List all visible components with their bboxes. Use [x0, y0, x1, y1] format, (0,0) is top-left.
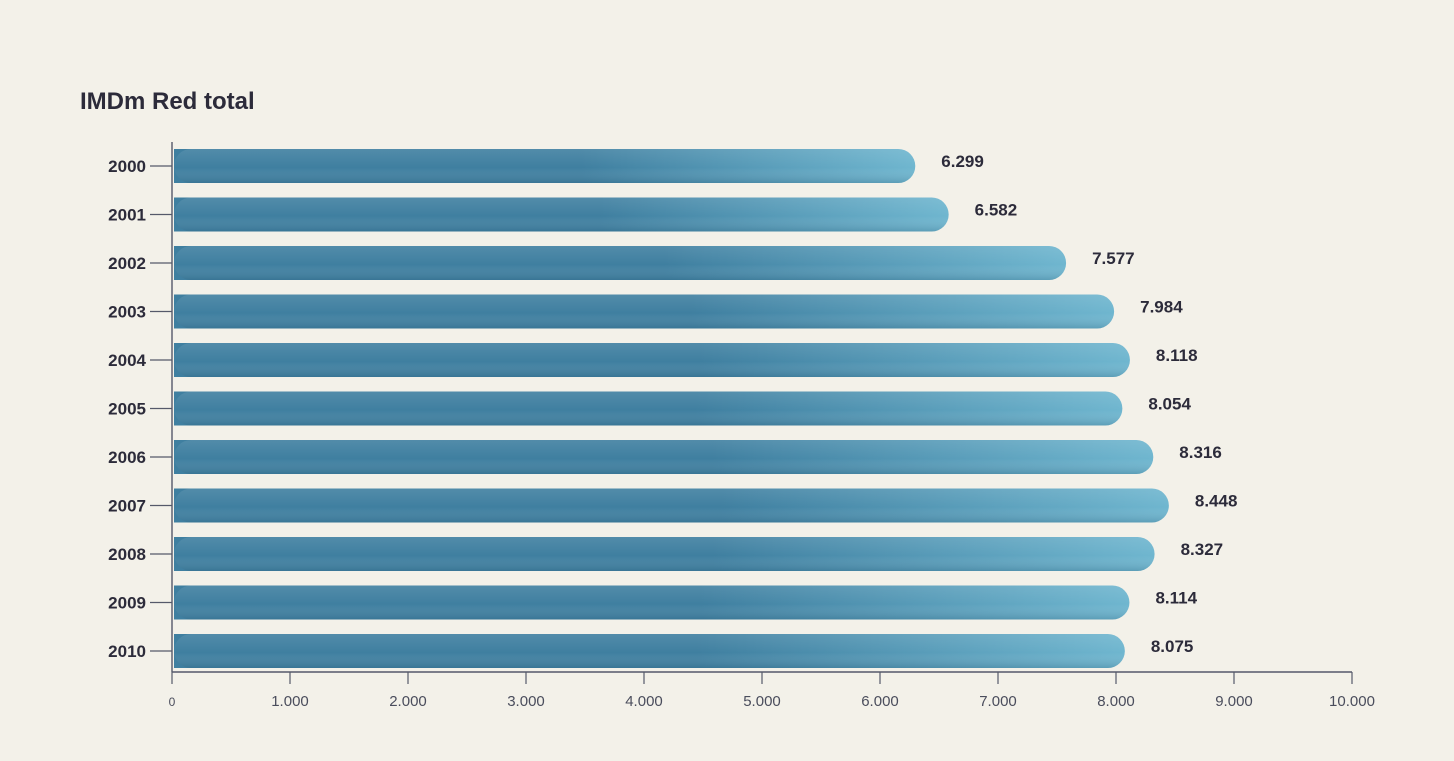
value-label-2003: 7.984 — [1140, 298, 1183, 317]
value-label-2008: 8.327 — [1181, 540, 1224, 559]
x-tick-label-9000: 9.000 — [1215, 693, 1253, 710]
bar-shade-2004 — [174, 343, 1130, 377]
x-tick-label-4000: 4.000 — [625, 693, 663, 710]
x-tick-label-1000: 1.000 — [271, 693, 309, 710]
x-tick-label-10000: 10.000 — [1329, 693, 1375, 710]
value-label-2002: 7.577 — [1092, 249, 1135, 268]
x-tick-label-6000: 6.000 — [861, 693, 899, 710]
value-label-2001: 6.582 — [975, 201, 1018, 220]
bar-shade-2009 — [174, 585, 1130, 620]
axes-group: 2000 6.299 2001 6.582 2002 7.577 2003 7.984 2004… — [108, 142, 1375, 710]
bar-shade-2003 — [174, 294, 1115, 329]
value-label-2010: 8.075 — [1151, 637, 1194, 656]
bar-shade-2007 — [174, 488, 1169, 523]
value-label-2004: 8.118 — [1156, 346, 1198, 365]
value-label-2007: 8.448 — [1195, 492, 1238, 511]
bar-shade-2000 — [174, 149, 916, 183]
category-label-2009: 2009 — [108, 594, 146, 613]
category-label-2007: 2007 — [108, 497, 146, 516]
x-tick-label-7000: 7.000 — [979, 693, 1017, 710]
bar-shade-2010 — [174, 634, 1125, 668]
category-label-2006: 2006 — [108, 448, 146, 467]
x-tick-label-2000: 2.000 — [389, 693, 427, 710]
value-label-2009: 8.114 — [1155, 589, 1197, 608]
bar-shade-2008 — [174, 537, 1155, 571]
category-label-2000: 2000 — [108, 157, 146, 176]
x-tick-label-3000: 3.000 — [507, 693, 545, 710]
bars-group — [174, 149, 1169, 668]
category-label-2008: 2008 — [108, 545, 146, 564]
x-tick-label-5000: 5.000 — [743, 693, 781, 710]
category-label-2005: 2005 — [108, 400, 146, 419]
category-label-2001: 2001 — [108, 206, 146, 225]
value-label-2005: 8.054 — [1148, 395, 1191, 414]
category-label-2004: 2004 — [108, 351, 146, 370]
category-label-2010: 2010 — [108, 642, 146, 661]
value-label-2006: 8.316 — [1179, 443, 1222, 462]
bar-shade-2001 — [174, 197, 949, 232]
x-tick-label-0: 0 — [169, 695, 176, 709]
category-label-2003: 2003 — [108, 303, 146, 322]
bar-shade-2005 — [174, 391, 1123, 426]
x-tick-label-8000: 8.000 — [1097, 693, 1135, 710]
value-label-2000: 6.299 — [941, 152, 984, 171]
bar-shade-2006 — [174, 440, 1154, 474]
bar-shade-2002 — [174, 246, 1067, 280]
category-label-2002: 2002 — [108, 254, 146, 273]
chart-title: IMDm Red total — [80, 88, 255, 115]
